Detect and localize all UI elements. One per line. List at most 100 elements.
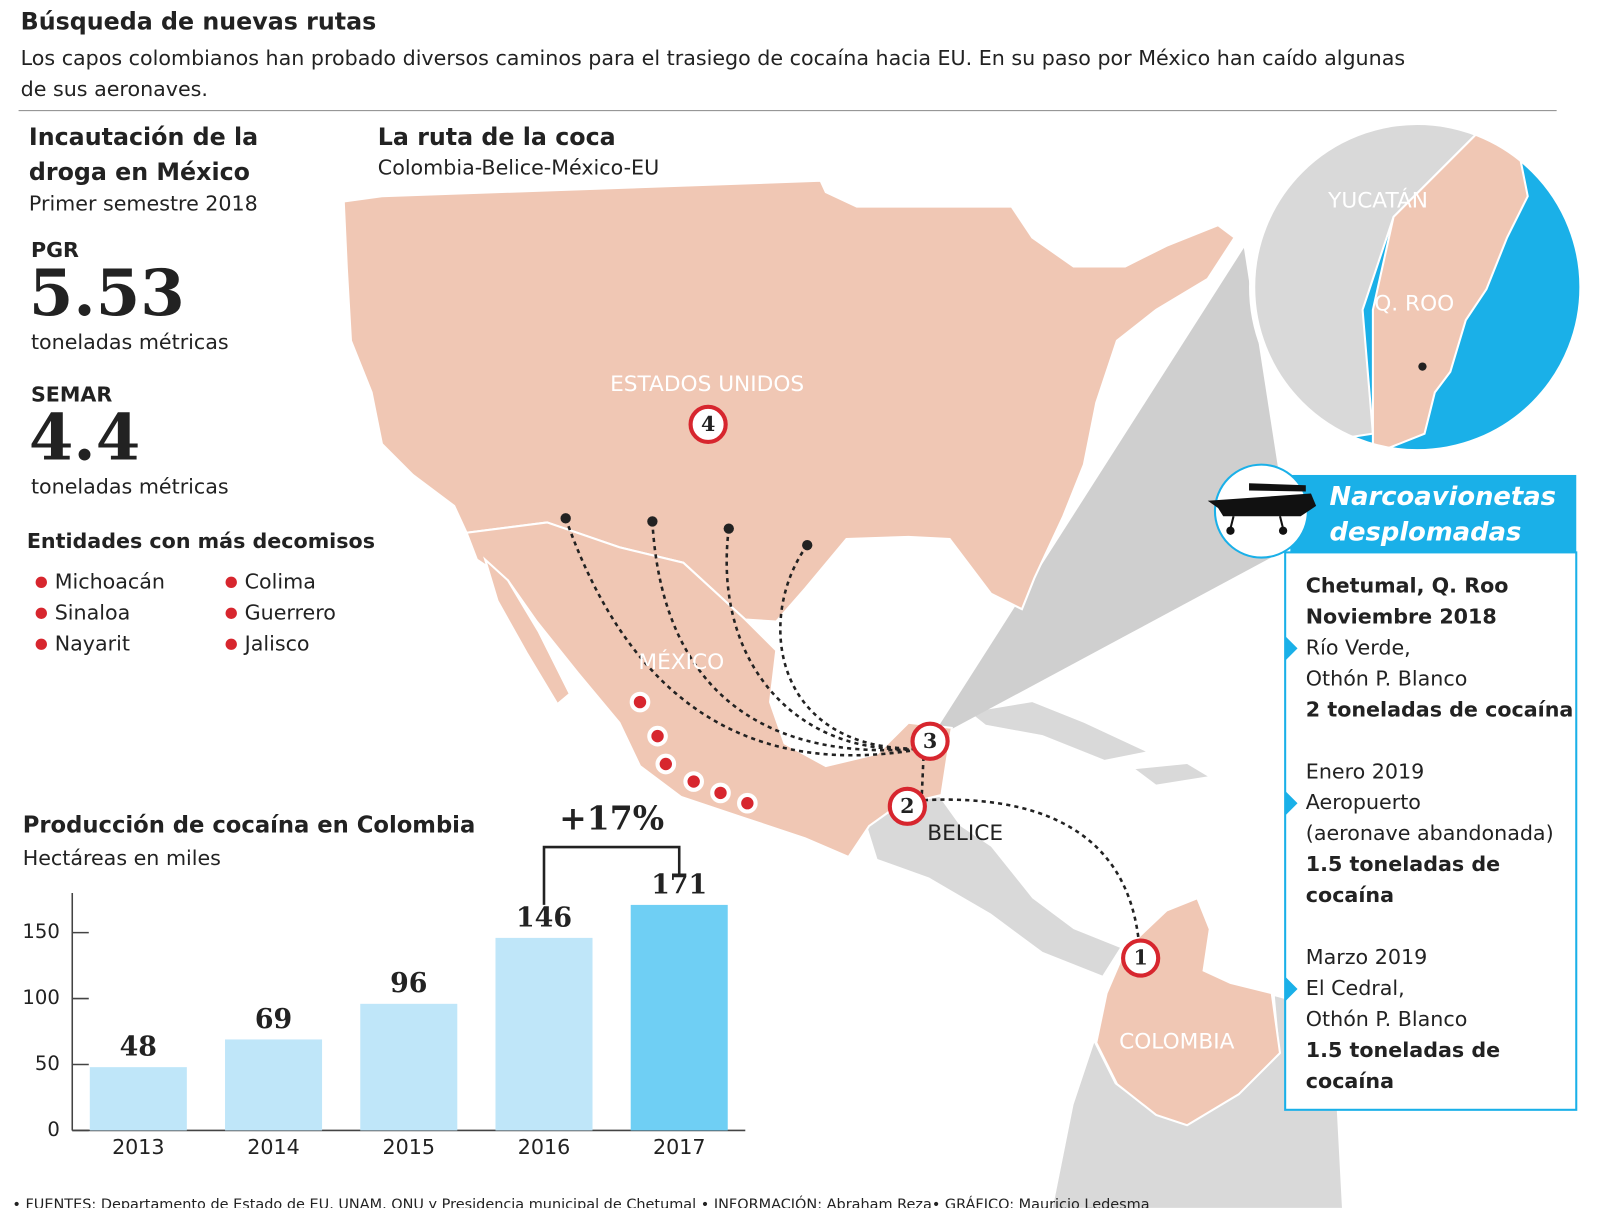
map-label: Q. ROO <box>1374 292 1454 317</box>
event-location: Othón P. Blanco <box>1306 666 1468 690</box>
state-dot <box>35 638 47 650</box>
event-location: Río Verde, <box>1306 635 1411 659</box>
map: ESTADOS UNIDOS MÉXICO BELICE COLOMBIA 1 2… <box>342 118 1586 1208</box>
island <box>970 702 1146 760</box>
state: Sinaloa <box>55 600 131 624</box>
event-amount: 1.5 toneladas de <box>1306 1038 1500 1062</box>
card-title: desplomadas <box>1330 517 1522 547</box>
event-amount: cocaína <box>1306 883 1394 907</box>
event-place: Chetumal, Q. Roo <box>1306 573 1509 597</box>
annotation: +17% <box>559 798 664 837</box>
state-dot <box>225 607 237 619</box>
state-dot <box>35 576 47 588</box>
y-tick-label: 50 <box>35 1052 60 1075</box>
subtitle: de sus aeronaves. <box>21 77 208 101</box>
event-location: El Cedral, <box>1306 976 1405 1000</box>
state-dot <box>225 638 237 650</box>
event-date: Marzo 2019 <box>1306 945 1427 969</box>
land-gray <box>867 797 1120 976</box>
title: Búsqueda de nuevas rutas <box>21 7 377 35</box>
map-label: YUCATÁN <box>1327 187 1428 213</box>
states-title: Entidades con más decomisos <box>27 529 375 553</box>
step-marker <box>688 404 728 444</box>
map-label: COLOMBIA <box>1119 1030 1234 1055</box>
unit: toneladas métricas <box>31 330 229 354</box>
x-tick-label: 2013 <box>112 1135 165 1159</box>
bar <box>630 904 728 1131</box>
event-location: (aeronave abandonada) <box>1306 821 1554 845</box>
step-number: 3 <box>923 729 937 753</box>
panel-subtitle: Primer semestre 2018 <box>29 192 258 216</box>
routes <box>564 517 1140 940</box>
pointer <box>1285 976 1298 1002</box>
events: Chetumal, Q. Roo Noviembre 2018 Río Verde,… <box>1285 573 1574 1093</box>
value-label: 48 <box>120 1032 157 1063</box>
subtitle: Los capos colombianos han probado divers… <box>21 46 1405 70</box>
y-tick-label: 0 <box>47 1118 59 1141</box>
state-dot <box>225 576 237 588</box>
value-label: 69 <box>255 1004 292 1035</box>
state: Nayarit <box>55 631 130 655</box>
zoom-cone <box>929 247 1291 742</box>
bar-chart: 0 50 100 150 48 2013 69 2014 96 2015 146 2016 171 201… <box>22 798 746 1159</box>
event-date: Enero 2019 <box>1306 759 1424 783</box>
step-marker <box>1121 938 1161 978</box>
y-tick-label: 100 <box>22 986 59 1009</box>
unit: toneladas métricas <box>31 474 229 498</box>
event-amount: 1.5 toneladas de <box>1306 852 1500 876</box>
land-usa <box>342 179 1236 623</box>
amount: 5.53 <box>29 256 185 331</box>
pointer <box>1285 790 1298 816</box>
map-title: La ruta de la coca <box>378 123 616 151</box>
amount: 4.4 <box>29 400 140 475</box>
step-marker <box>910 721 950 761</box>
panel-title: droga en México <box>29 158 250 186</box>
event-amount: cocaína <box>1306 1069 1394 1093</box>
agency: PGR <box>31 238 79 262</box>
map-subtitle: Colombia-Belice-México-EU <box>378 155 659 179</box>
agency: SEMAR <box>31 382 112 406</box>
plane-icon <box>1207 483 1317 535</box>
state: Guerrero <box>245 600 336 624</box>
island <box>1135 764 1208 785</box>
state-dot <box>35 607 47 619</box>
step-number: 1 <box>1133 946 1147 970</box>
bar <box>360 1003 458 1131</box>
event-location: Aeropuerto <box>1306 790 1421 814</box>
map-label: ESTADOS UNIDOS <box>610 372 804 397</box>
chart-subtitle: Hectáreas en miles <box>23 846 221 870</box>
event-date: Noviembre 2018 <box>1306 604 1497 628</box>
inset-border <box>1249 118 1586 456</box>
coast-points <box>629 691 758 814</box>
chart-title: Producción de cocaína en Colombia <box>23 812 476 838</box>
x-tick-label: 2016 <box>518 1135 571 1159</box>
map-label: BELICE <box>927 821 1003 846</box>
route-origins <box>560 513 813 551</box>
y-tick-label: 150 <box>22 920 59 943</box>
footer: • FUENTES: Departamento de Estado de EU,… <box>12 1195 1149 1208</box>
step-marker <box>887 786 927 826</box>
land-gray <box>1052 996 1342 1208</box>
land-baja <box>483 556 572 706</box>
inset-map <box>1252 122 1529 453</box>
step-number: 2 <box>900 794 914 818</box>
map-label: MÉXICO <box>638 649 724 675</box>
state: Colima <box>245 569 316 593</box>
card <box>1284 551 1578 1111</box>
x-tick-label: 2017 <box>653 1135 706 1159</box>
event-amount: 2 toneladas de cocaína <box>1306 697 1574 721</box>
state: Jalisco <box>243 631 310 655</box>
value-label: 146 <box>516 902 572 933</box>
bar <box>225 1039 323 1131</box>
states: Michoacán Sinaloa Nayarit Colima Guerrero Jal… <box>35 569 336 655</box>
card-title: Narcoavionetas <box>1330 482 1556 512</box>
value-label: 96 <box>390 968 427 999</box>
pointer <box>1285 636 1298 661</box>
bracket <box>542 845 681 905</box>
panel-title: Incautación de la <box>29 123 258 151</box>
step-number: 4 <box>701 412 715 436</box>
state: Michoacán <box>55 569 165 593</box>
x-tick-label: 2015 <box>383 1135 436 1159</box>
